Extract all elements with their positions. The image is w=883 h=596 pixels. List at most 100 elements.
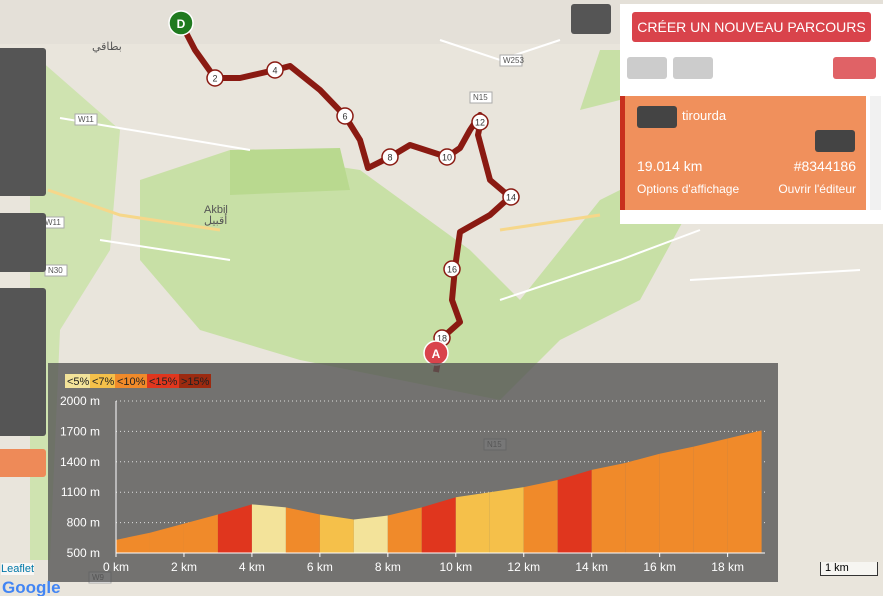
elevation-segment xyxy=(489,487,524,553)
tool-group[interactable] xyxy=(0,48,46,196)
elevation-segment xyxy=(727,430,762,553)
km-marker-label: 14 xyxy=(506,193,516,203)
google-logo: Google xyxy=(2,578,61,596)
km-marker xyxy=(381,148,399,166)
x-tick-label: 0 km xyxy=(103,560,129,574)
legend-label: <10% xyxy=(117,376,146,388)
end-label: A xyxy=(432,347,441,361)
km-marker-label: 8 xyxy=(387,153,392,163)
create-button[interactable]: CRÉER UN NOUVEAU PARCOURS xyxy=(632,12,871,42)
x-tick-label: 4 km xyxy=(239,560,265,574)
x-tick-label: 8 km xyxy=(375,560,401,574)
green-area xyxy=(230,148,350,195)
elevation-toggle[interactable] xyxy=(0,449,46,477)
route-id: #8344186 xyxy=(793,158,856,174)
km-marker-label: 6 xyxy=(342,112,347,122)
tool-button[interactable] xyxy=(627,57,667,79)
elevation-segment xyxy=(217,504,252,553)
legend-swatch xyxy=(147,374,179,388)
leaflet-link[interactable]: Leaflet xyxy=(1,563,35,575)
km-marker xyxy=(443,260,461,278)
route-name: tirourda xyxy=(682,108,727,123)
map-label: Akbil xyxy=(204,204,228,216)
km-marker xyxy=(471,113,489,131)
route-card[interactable]: tirourda 19.014 km #8344186 Options d'af… xyxy=(620,96,866,210)
x-tick-label: 10 km xyxy=(439,560,472,574)
tool-group[interactable] xyxy=(0,288,46,436)
elevation-segment xyxy=(285,507,320,553)
elevation-segment xyxy=(625,453,660,553)
elevation-segment xyxy=(591,462,626,553)
editor-link[interactable]: Ouvrir l'éditeur xyxy=(778,182,856,196)
road xyxy=(47,188,601,232)
green-area xyxy=(580,50,620,110)
map-label: أقبيل xyxy=(204,213,227,227)
start-label: D xyxy=(177,17,186,31)
km-marker-label: 18 xyxy=(437,334,447,344)
tool-button[interactable] xyxy=(673,57,713,79)
y-tick-label: 1700 m xyxy=(60,424,100,438)
x-tick-label: 12 km xyxy=(507,560,540,574)
elevation-segment xyxy=(251,504,286,553)
y-tick-label: 500 m xyxy=(67,546,100,560)
km-marker xyxy=(206,69,224,87)
elevation-segment xyxy=(183,514,218,553)
card-button[interactable] xyxy=(637,106,677,128)
y-tick-label: 2000 m xyxy=(60,394,100,408)
km-marker-label: 4 xyxy=(272,66,277,76)
km-marker-label: 12 xyxy=(475,118,485,128)
map-label: W11 xyxy=(78,115,94,124)
elevation-segment xyxy=(693,438,728,553)
start-marker xyxy=(168,10,194,36)
legend-swatch xyxy=(179,374,211,388)
elevation-segment xyxy=(455,492,490,553)
fullscreen-button[interactable] xyxy=(571,4,611,34)
y-tick-label: 800 m xyxy=(67,516,100,530)
elevation-segment xyxy=(353,515,388,553)
elevation-segment xyxy=(149,523,184,553)
legend-label: <5% xyxy=(67,376,90,388)
y-tick-label: 1400 m xyxy=(60,455,100,469)
x-tick-label: 18 km xyxy=(711,560,744,574)
scrollbar xyxy=(870,96,881,210)
road-shield xyxy=(74,113,98,126)
road-shield xyxy=(469,91,493,104)
legend-swatch xyxy=(115,374,147,388)
legend-label: >15% xyxy=(181,376,210,388)
map-label: N30 xyxy=(48,266,63,275)
elevation-segment xyxy=(421,497,456,553)
options-link[interactable]: Options d'affichage xyxy=(637,182,740,196)
km-marker xyxy=(336,107,354,125)
route-distance: 19.014 km xyxy=(637,158,703,174)
km-marker xyxy=(438,148,456,166)
elevation-segment xyxy=(319,514,354,553)
elevation-segment xyxy=(116,532,150,553)
km-marker-label: 16 xyxy=(447,265,457,275)
legend-swatch xyxy=(90,374,115,388)
side-panel: CRÉER UN NOUVEAU PARCOURS tirourda 19.01… xyxy=(620,4,883,224)
legend-swatch xyxy=(65,374,90,388)
km-marker xyxy=(502,188,520,206)
x-tick-label: 6 km xyxy=(307,560,333,574)
map-label: N15 xyxy=(473,93,488,102)
x-tick-label: 14 km xyxy=(575,560,608,574)
elevation-segment xyxy=(387,507,422,553)
tool-group[interactable] xyxy=(0,213,46,272)
y-tick-label: 1100 m xyxy=(61,485,100,499)
map-label: W11 xyxy=(45,218,61,227)
km-marker-label: 2 xyxy=(212,74,217,84)
card-button[interactable] xyxy=(815,130,855,152)
km-marker xyxy=(266,61,284,79)
map-label: بطاقي xyxy=(92,41,122,53)
map-label: W253 xyxy=(503,56,524,65)
legend-label: <7% xyxy=(92,376,115,388)
delete-button[interactable] xyxy=(833,57,876,79)
road-shield xyxy=(499,54,523,67)
legend-label: <15% xyxy=(149,376,178,388)
elevation-segment xyxy=(523,480,558,553)
scale-bar: 1 km xyxy=(820,562,878,576)
km-marker-label: 10 xyxy=(442,153,452,163)
elevation-chart: 500 m 800 m 1100 m 1400 m 1700 m 2000 m 0 km 2 … xyxy=(48,363,778,582)
x-tick-label: 16 km xyxy=(643,560,676,574)
